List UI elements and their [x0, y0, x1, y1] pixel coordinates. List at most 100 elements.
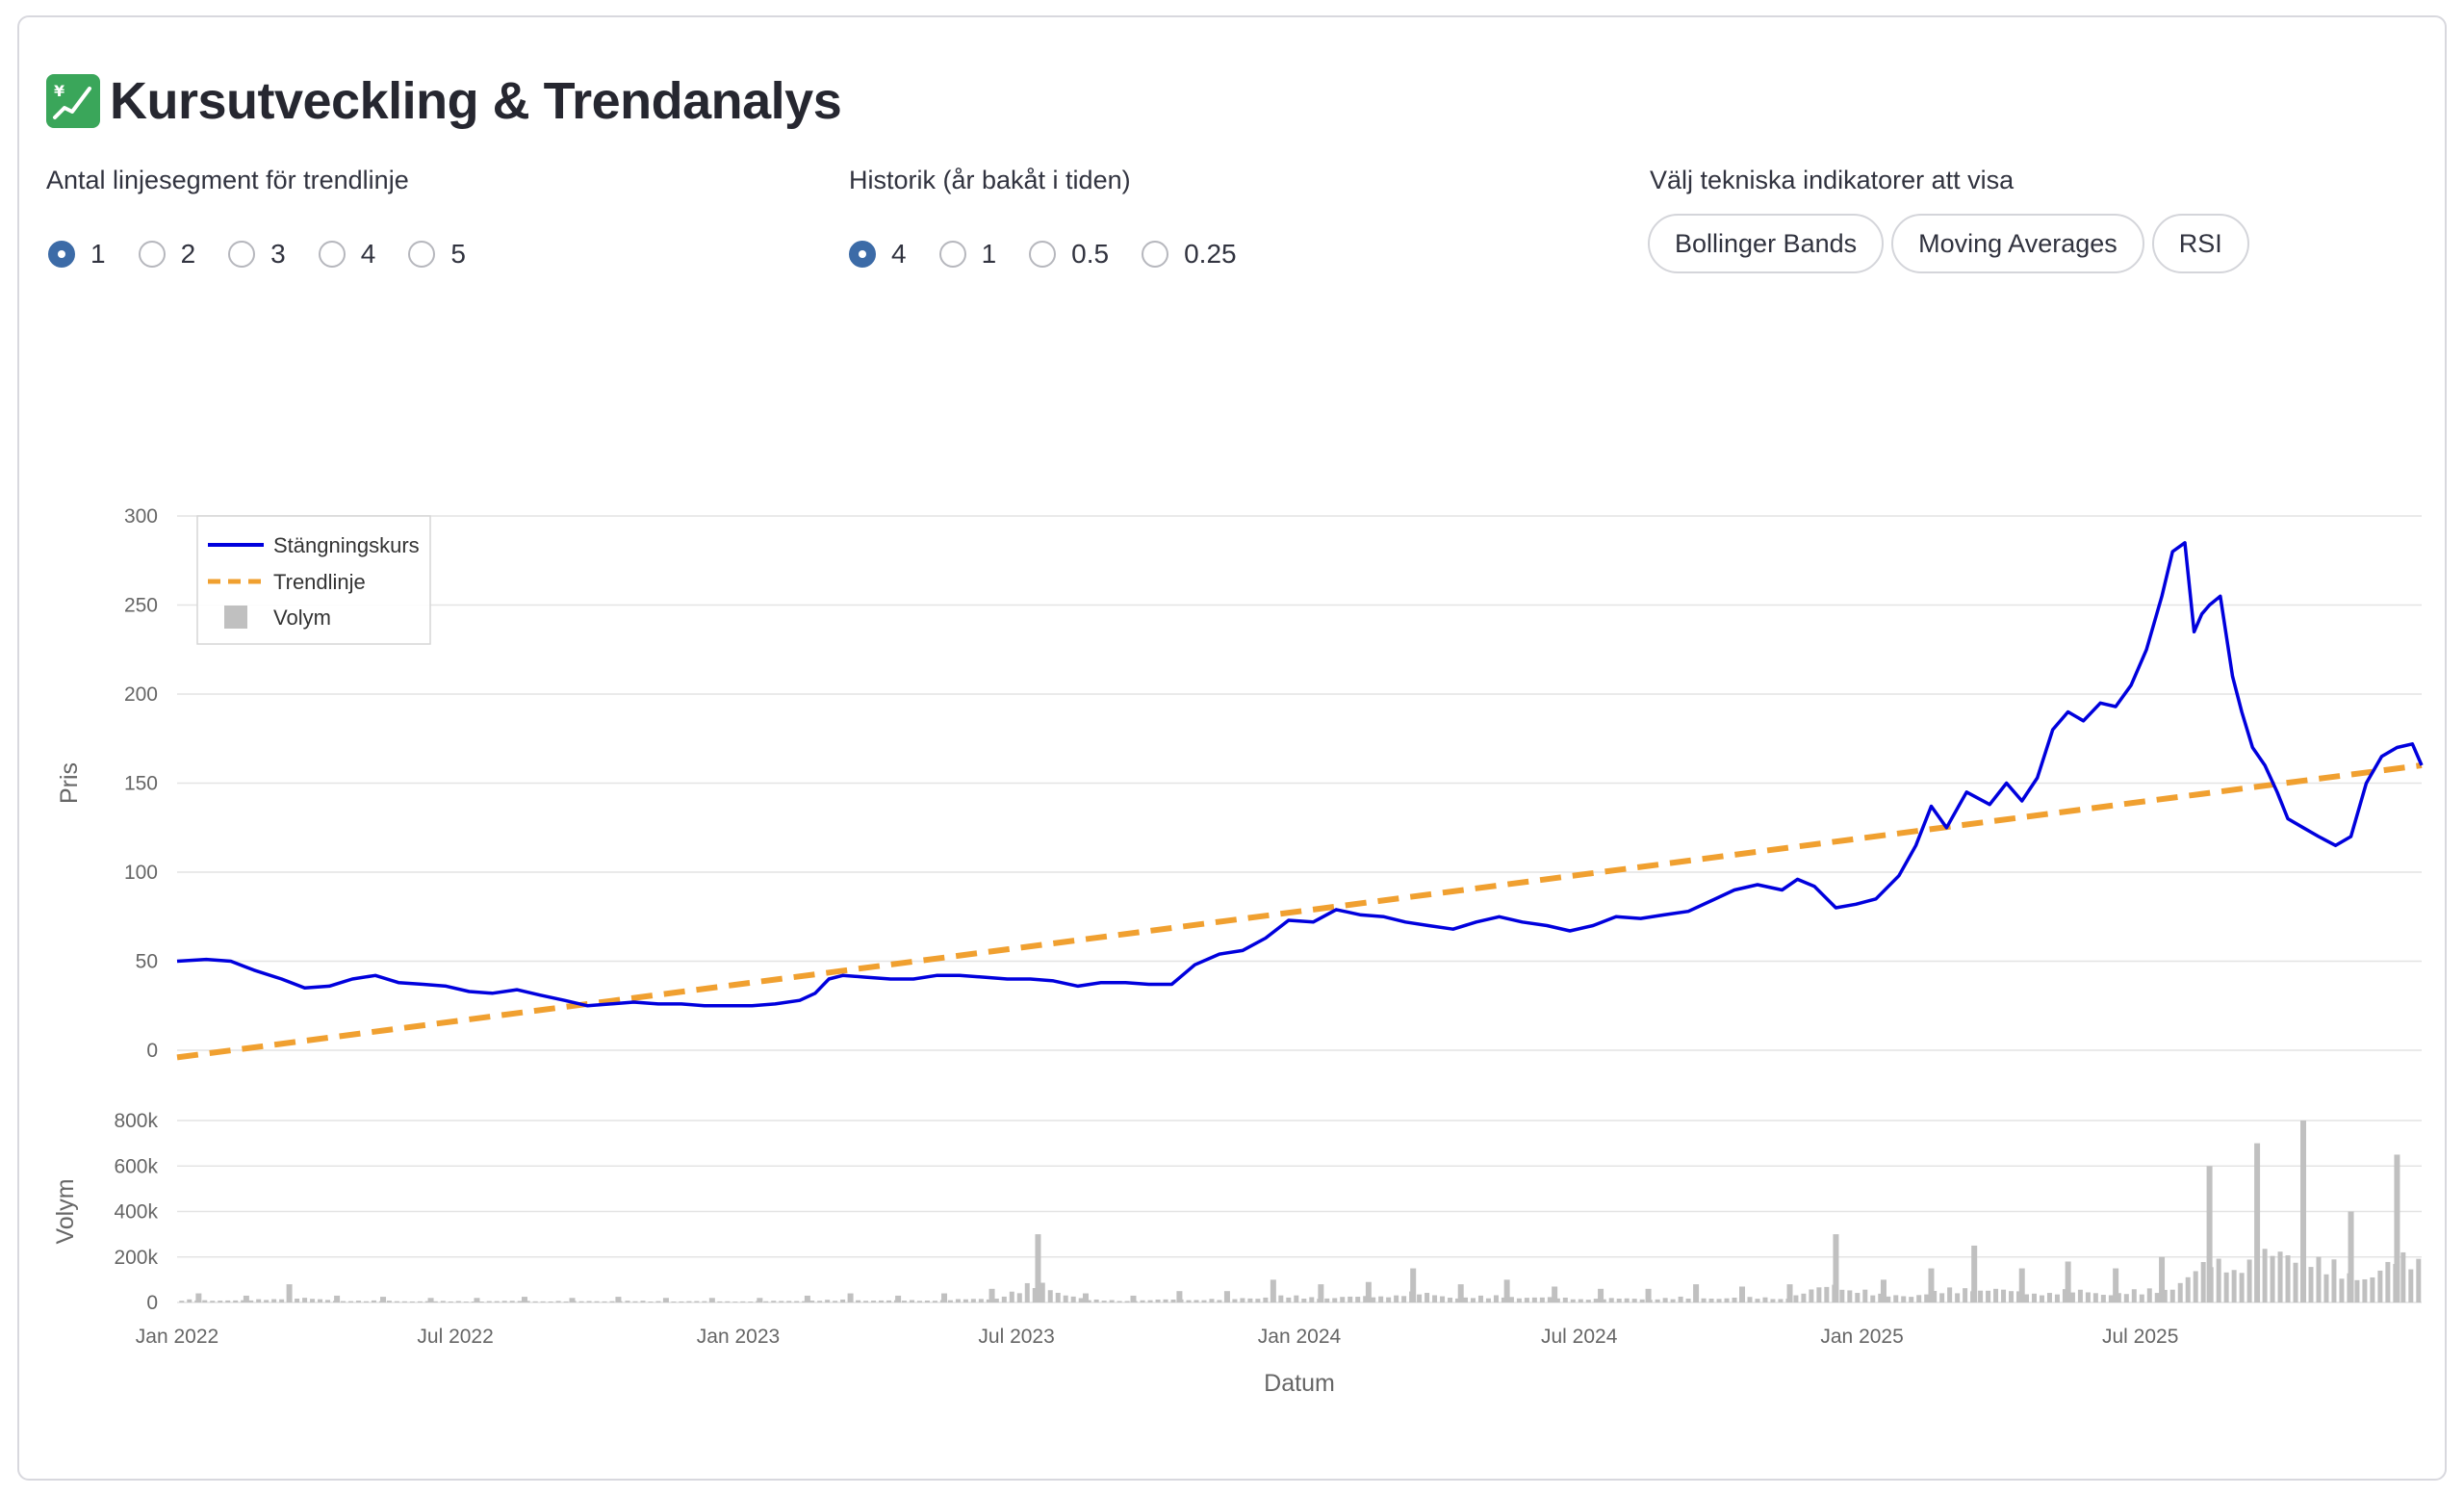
volume-bar	[662, 1298, 669, 1302]
volume-bar	[786, 1301, 792, 1302]
volume-bar	[2077, 1289, 2083, 1302]
volume-bar	[2277, 1251, 2283, 1302]
svg-text:¥: ¥	[54, 82, 64, 100]
radio-label: 1	[90, 239, 106, 269]
segments-option-5[interactable]: 5	[408, 239, 466, 270]
volume-bar	[302, 1298, 308, 1302]
volume-bar	[2046, 1293, 2052, 1302]
volume-bar	[1332, 1298, 1338, 1302]
volume-bar	[2031, 1293, 2037, 1302]
radio-label: 3	[270, 239, 286, 269]
segments-option-3[interactable]: 3	[228, 239, 286, 270]
x-tick: Jan 2023	[697, 1326, 780, 1348]
volume-bar	[1770, 1299, 1776, 1302]
radio-label: 0.5	[1071, 239, 1110, 269]
volume-bar	[1001, 1296, 1007, 1302]
volume-bar	[757, 1298, 763, 1302]
volume-bar	[978, 1299, 984, 1302]
indicator-pill-rsi[interactable]: RSI	[2151, 214, 2249, 273]
volume-bar	[2009, 1291, 2015, 1302]
segments-option-2[interactable]: 2	[138, 239, 195, 270]
volume-bar	[1833, 1234, 1839, 1302]
volume-bar	[1701, 1298, 1707, 1302]
volume-bar	[2347, 1273, 2352, 1302]
volume-bar	[879, 1300, 885, 1302]
volume-bar	[1386, 1297, 1392, 1302]
volume-bar	[2001, 1289, 2007, 1302]
volume-bar	[1778, 1299, 1784, 1302]
volume-bar	[1463, 1297, 1469, 1302]
volume-bar	[1294, 1295, 1299, 1302]
volume-bar	[1078, 1298, 1084, 1302]
volume-bar	[1878, 1293, 1884, 1302]
x-axis-title: Datum	[1264, 1370, 1335, 1397]
volume-bar	[1035, 1234, 1041, 1302]
volume-bar	[993, 1299, 999, 1302]
volume-bar	[2085, 1292, 2091, 1302]
volume-bar	[264, 1300, 270, 1302]
volume-bar	[2100, 1295, 2106, 1302]
volume-bar	[932, 1301, 937, 1302]
volume-bar	[333, 1301, 339, 1302]
volume-bar	[440, 1301, 446, 1302]
volume-bar	[1978, 1290, 1984, 1302]
volume-bar	[2065, 1261, 2071, 1302]
volume-bar	[2054, 1294, 2060, 1302]
history-option-0-5[interactable]: 0.5	[1029, 239, 1109, 270]
volume-bar	[1186, 1300, 1192, 1302]
volume-bar	[833, 1301, 838, 1302]
volume-bar	[756, 1301, 761, 1302]
history-option-0-25[interactable]: 0.25	[1142, 239, 1237, 270]
volume-bar	[1585, 1300, 1591, 1302]
volume-bar	[2408, 1269, 2414, 1302]
volume-bar	[1270, 1279, 1276, 1302]
radio-dot[interactable]	[228, 241, 256, 268]
volume-bar	[195, 1293, 202, 1302]
segments-option-1[interactable]: 1	[48, 239, 106, 270]
volume-bar	[1140, 1300, 1145, 1302]
volume-bar	[355, 1301, 361, 1302]
volume-bar	[1932, 1291, 1938, 1302]
price-y-tick: 150	[124, 773, 158, 795]
volume-bar	[2131, 1289, 2137, 1302]
indicator-pill-moving-averages[interactable]: Moving Averages	[1891, 214, 2144, 273]
radio-dot[interactable]	[849, 241, 876, 268]
history-option-4[interactable]: 4	[849, 239, 907, 270]
volume-bar	[2300, 1121, 2307, 1302]
indicator-pill-bollinger-bands[interactable]: Bollinger Bands	[1648, 214, 1885, 273]
radio-dot[interactable]	[408, 241, 436, 268]
volume-bar	[2262, 1249, 2268, 1302]
title-row: ¥ Kursutveckling & Trendanalys	[46, 67, 842, 135]
volume-bar	[1501, 1297, 1506, 1302]
radio-dot[interactable]	[1029, 241, 1057, 268]
volume-bar	[1601, 1299, 1606, 1302]
radio-dot[interactable]	[138, 241, 166, 268]
segments-option-4[interactable]: 4	[318, 239, 375, 270]
volume-bar	[1040, 1282, 1045, 1302]
volume-bar	[1647, 1300, 1653, 1302]
radio-dot[interactable]	[48, 241, 75, 268]
volume-bar	[2231, 1270, 2237, 1302]
volume-bar	[1678, 1296, 1683, 1302]
volume-bar	[2300, 1267, 2306, 1302]
radio-dot[interactable]	[938, 241, 966, 268]
volume-bar	[569, 1298, 576, 1302]
volume-bar	[1209, 1299, 1215, 1302]
volume-bar	[1993, 1288, 1999, 1302]
volume-bar	[947, 1300, 953, 1302]
price-y-tick: 300	[124, 505, 158, 528]
volume-bar	[1624, 1298, 1630, 1302]
radio-dot[interactable]	[1142, 241, 1169, 268]
volume-bar	[1670, 1299, 1676, 1302]
volume-bar	[1886, 1296, 1891, 1302]
volume-bar	[571, 1301, 577, 1302]
volume-bar	[1401, 1296, 1407, 1302]
volume-bar	[871, 1301, 877, 1302]
radio-dot[interactable]	[318, 241, 346, 268]
history-option-1[interactable]: 1	[938, 239, 996, 270]
volume-bar	[1516, 1298, 1522, 1302]
volume-bar	[525, 1301, 530, 1302]
volume-bar	[509, 1301, 515, 1302]
volume-bar	[2200, 1262, 2206, 1302]
volume-bar	[2069, 1292, 2075, 1302]
